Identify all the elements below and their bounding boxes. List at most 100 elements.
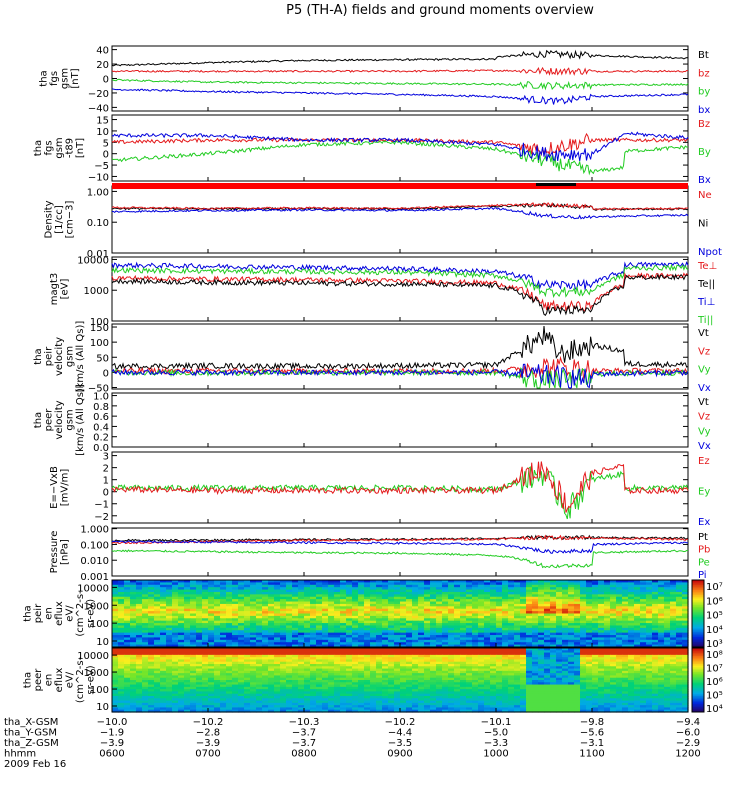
spectrogram-cell bbox=[634, 630, 641, 634]
spectrogram-cell bbox=[598, 684, 605, 688]
spectrogram-cell bbox=[556, 618, 563, 622]
spectrogram-cell bbox=[478, 611, 485, 615]
spectrogram-cell bbox=[130, 606, 137, 610]
spectrogram-cell bbox=[430, 601, 437, 605]
spectrogram-cell bbox=[172, 637, 179, 641]
spectrogram-cell bbox=[250, 591, 257, 595]
spectrogram-cell bbox=[646, 615, 653, 619]
spectrogram-cell bbox=[262, 601, 269, 605]
spectrogram-cell bbox=[376, 644, 383, 648]
spectrogram-cell bbox=[310, 580, 317, 583]
y-tick-label: 10 bbox=[96, 127, 109, 138]
spectrogram-cell bbox=[292, 587, 299, 591]
spectrogram-cell bbox=[502, 661, 509, 665]
spectrogram-cell bbox=[604, 606, 611, 610]
spectrogram-cell bbox=[520, 642, 527, 646]
spectrogram-cell bbox=[460, 650, 467, 654]
spectrogram-cell bbox=[580, 642, 587, 646]
spectrogram-cell bbox=[586, 659, 593, 663]
spectrogram-cell bbox=[562, 670, 569, 674]
spectrogram-cell bbox=[514, 606, 521, 610]
spectrogram-cell bbox=[484, 594, 491, 598]
spectrogram-cell bbox=[460, 673, 467, 677]
spectrogram-cell bbox=[448, 630, 455, 634]
spectrogram-cell bbox=[634, 689, 641, 693]
spectrogram-cell bbox=[556, 677, 563, 681]
spectrogram-cell bbox=[286, 673, 293, 677]
spectrogram-cell bbox=[652, 652, 659, 656]
spectrogram-cell bbox=[526, 596, 533, 600]
spectrogram-cell bbox=[508, 625, 515, 629]
spectrogram-cell bbox=[388, 639, 395, 643]
spectrogram-cell bbox=[214, 589, 221, 593]
spectrogram-cell bbox=[658, 627, 665, 631]
spectrogram-cell bbox=[196, 637, 203, 641]
spectrogram-cell bbox=[280, 599, 287, 603]
spectrogram-cell bbox=[244, 582, 251, 586]
spectrogram-cell bbox=[370, 623, 377, 627]
series-line bbox=[111, 263, 689, 298]
spectrogram-cell bbox=[610, 666, 617, 670]
spectrogram-cell bbox=[178, 596, 185, 600]
spectrogram-cell bbox=[292, 673, 299, 677]
spectrogram-cell bbox=[304, 644, 311, 648]
spectrogram-cell bbox=[262, 635, 269, 639]
spectrogram-cell bbox=[334, 639, 341, 643]
spectrogram-cell bbox=[322, 686, 329, 690]
spectrogram-cell bbox=[262, 675, 269, 679]
spectrogram-cell bbox=[562, 615, 569, 619]
spectrogram-cell bbox=[118, 684, 125, 688]
spectrogram-cell bbox=[586, 615, 593, 619]
spectrogram-cell bbox=[322, 677, 329, 681]
spectrogram-cell bbox=[112, 693, 119, 697]
spectrogram-cell bbox=[544, 680, 551, 683]
spectrogram-cell bbox=[370, 650, 377, 654]
spectrogram-cell bbox=[526, 606, 533, 610]
spectrogram-cell bbox=[352, 587, 359, 591]
spectrogram-cell bbox=[676, 642, 683, 646]
spectrogram-cell bbox=[430, 661, 437, 665]
spectrogram-cell bbox=[328, 599, 335, 603]
spectrogram-cell bbox=[298, 686, 305, 690]
spectrogram-cell bbox=[364, 591, 371, 595]
spectrogram-cell bbox=[340, 594, 347, 598]
spectrogram-cell bbox=[454, 652, 461, 656]
spectrogram-cell bbox=[610, 668, 617, 672]
series-line bbox=[111, 272, 689, 312]
spectrogram-cell bbox=[532, 666, 539, 670]
spectrogram-cell bbox=[580, 635, 587, 639]
spectrogram-cell bbox=[268, 601, 275, 605]
spectrogram-cell bbox=[628, 635, 635, 639]
spectrogram-cell bbox=[604, 675, 611, 679]
spectrogram-cell bbox=[286, 620, 293, 624]
spectrogram-cell bbox=[280, 635, 287, 639]
spectrogram-cell bbox=[202, 608, 209, 612]
spectrogram-cell bbox=[520, 613, 527, 617]
spectrogram-cell bbox=[214, 639, 221, 643]
spectrogram-cell bbox=[466, 644, 473, 648]
spectrogram-cell bbox=[682, 654, 689, 658]
spectrogram-cell bbox=[412, 625, 419, 629]
spectrogram-cell bbox=[136, 582, 143, 586]
spectrogram-cell bbox=[160, 661, 167, 665]
spectrogram-cell bbox=[502, 654, 509, 658]
spectrogram-cell bbox=[682, 627, 689, 631]
spectrogram-cell bbox=[208, 664, 215, 667]
spectrogram-cell bbox=[340, 630, 347, 634]
spectrogram-cell bbox=[142, 599, 149, 603]
spectrogram-cell bbox=[550, 582, 557, 586]
spectrogram-cell bbox=[388, 627, 395, 631]
spectrogram-cell bbox=[526, 654, 533, 658]
spectrogram-cell bbox=[202, 680, 209, 683]
colorbar-cell bbox=[692, 638, 704, 641]
spectrogram-cell bbox=[418, 589, 425, 593]
spectrogram-cell bbox=[634, 657, 641, 661]
spectrogram-cell bbox=[460, 659, 467, 663]
spectrogram-cell bbox=[274, 675, 281, 679]
spectrogram-cell bbox=[310, 675, 317, 679]
spectrogram-cell bbox=[658, 606, 665, 610]
spectrogram-cell bbox=[592, 627, 599, 631]
spectrogram-cell bbox=[340, 625, 347, 629]
spectrogram-cell bbox=[376, 652, 383, 656]
spectrogram-cell bbox=[556, 637, 563, 641]
